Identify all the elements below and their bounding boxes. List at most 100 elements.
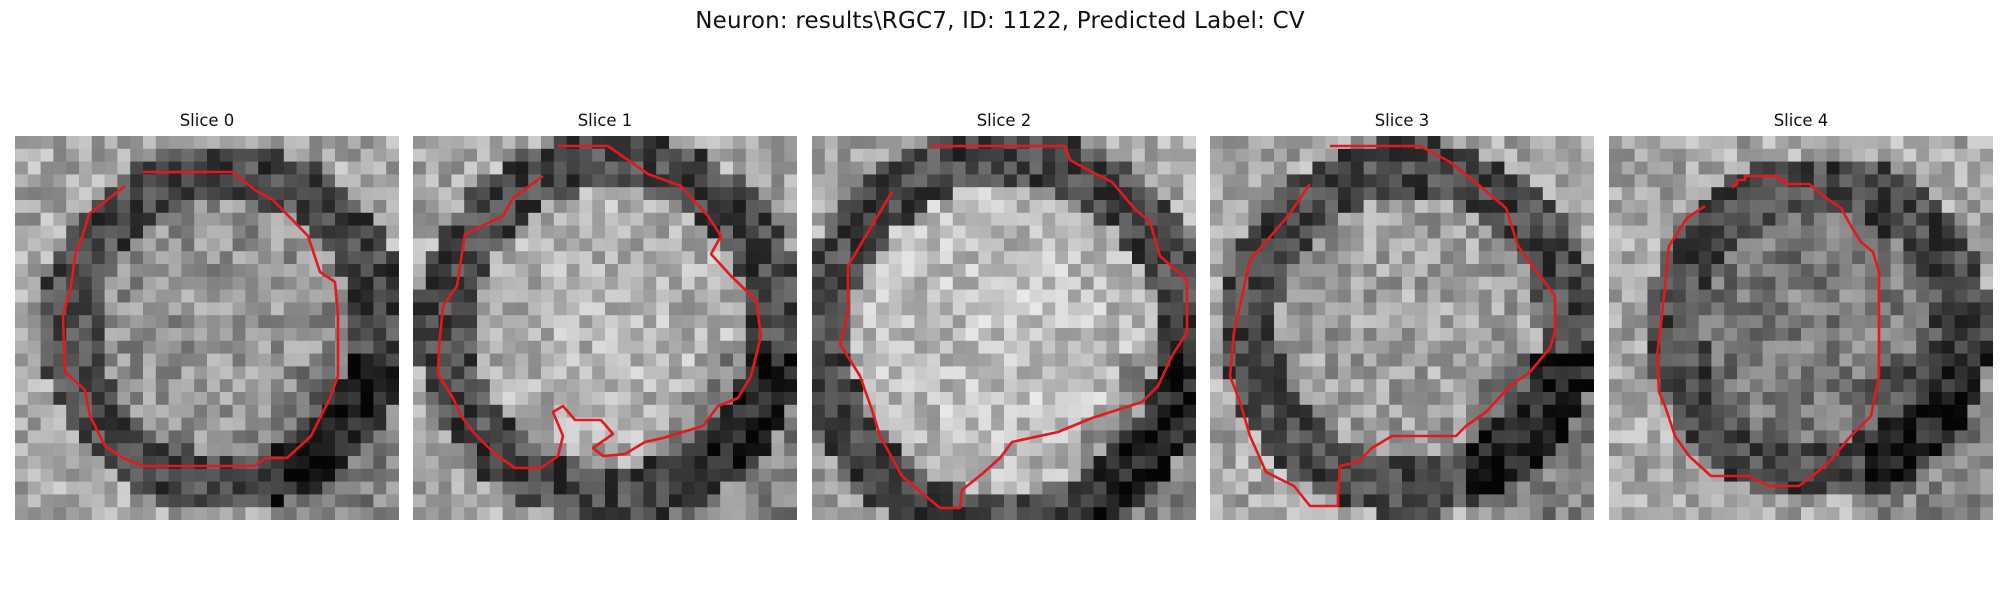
image-pixel	[1080, 238, 1095, 252]
image-pixel	[1581, 212, 1594, 227]
image-pixel	[1453, 225, 1467, 239]
image-pixel	[528, 315, 542, 329]
image-pixel	[502, 392, 516, 406]
image-pixel	[1478, 430, 1493, 444]
image-pixel	[515, 392, 529, 406]
image-pixel	[1865, 174, 1879, 188]
image-pixel	[643, 481, 657, 495]
slice-panel-2: Slice 2	[812, 108, 1196, 520]
image-pixel	[1466, 456, 1480, 470]
image-pixel	[876, 238, 890, 252]
image-pixel	[1325, 200, 1339, 214]
image-pixel	[425, 174, 440, 188]
image-pixel	[194, 507, 208, 520]
image-pixel	[1042, 340, 1056, 355]
image-pixel	[1903, 481, 1917, 495]
image-pixel	[1466, 200, 1480, 214]
image-pixel	[283, 161, 298, 175]
image-pixel	[1711, 430, 1725, 444]
image-pixel	[258, 340, 272, 355]
image-pixel	[1801, 161, 1815, 175]
image-pixel	[1004, 315, 1018, 329]
image-pixel	[1350, 148, 1365, 163]
image-pixel	[528, 404, 542, 419]
image-pixel	[1183, 366, 1196, 380]
image-pixel	[888, 225, 903, 239]
image-pixel	[914, 148, 928, 163]
image-pixel	[965, 238, 979, 252]
image-pixel	[888, 187, 903, 201]
image-pixel	[745, 340, 760, 355]
image-pixel	[91, 251, 106, 265]
image-pixel	[1826, 481, 1840, 495]
image-pixel	[1350, 481, 1365, 495]
image-pixel	[1235, 379, 1249, 393]
image-pixel	[464, 161, 478, 175]
image-pixel	[155, 225, 170, 239]
image-pixel	[863, 276, 877, 291]
image-pixel	[1466, 251, 1480, 265]
image-pixel	[630, 379, 644, 393]
image-pixel	[1737, 456, 1751, 470]
image-pixel	[1093, 161, 1107, 175]
image-pixel	[1813, 430, 1828, 444]
image-pixel	[258, 136, 272, 150]
image-pixel	[1170, 238, 1184, 252]
image-pixel	[155, 174, 170, 188]
image-pixel	[681, 276, 696, 291]
image-pixel	[451, 187, 465, 201]
image-pixel	[541, 238, 555, 252]
image-pixel	[373, 353, 387, 367]
image-pixel	[991, 136, 1005, 150]
image-pixel	[1775, 481, 1789, 495]
image-pixel	[978, 251, 992, 265]
image-pixel	[373, 212, 387, 227]
image-pixel	[1813, 315, 1828, 329]
image-pixel	[502, 302, 516, 316]
image-pixel	[1954, 238, 1968, 252]
image-pixel	[630, 289, 644, 303]
image-pixel	[1042, 289, 1056, 303]
slice-image-3	[1210, 136, 1594, 520]
image-pixel	[1724, 200, 1738, 214]
image-pixel	[1157, 494, 1171, 508]
image-pixel	[232, 494, 246, 508]
image-pixel	[1609, 430, 1623, 444]
image-pixel	[117, 353, 131, 367]
image-pixel	[489, 187, 504, 201]
image-pixel	[1414, 404, 1429, 419]
image-pixel	[850, 328, 864, 342]
image-pixel	[914, 481, 928, 495]
image-pixel	[771, 276, 785, 291]
image-pixel	[207, 212, 221, 227]
image-pixel	[643, 443, 657, 457]
image-pixel	[1852, 417, 1866, 431]
image-pixel	[1555, 161, 1569, 175]
image-pixel	[784, 225, 797, 239]
image-pixel	[1055, 161, 1069, 175]
image-pixel	[758, 366, 772, 380]
image-pixel	[694, 212, 708, 227]
image-pixel	[360, 187, 374, 201]
image-pixel	[1491, 443, 1505, 457]
image-pixel	[464, 417, 478, 431]
image-pixel	[347, 212, 362, 227]
image-pixel	[1325, 404, 1339, 419]
image-pixel	[15, 494, 29, 508]
image-pixel	[1004, 340, 1018, 355]
image-pixel	[271, 379, 285, 393]
image-pixel	[876, 264, 890, 278]
image-pixel	[681, 443, 696, 457]
image-pixel	[1929, 315, 1943, 329]
image-pixel	[1504, 264, 1518, 278]
image-pixel	[927, 187, 941, 201]
image-pixel	[888, 340, 903, 355]
image-pixel	[296, 379, 310, 393]
image-pixel	[1530, 417, 1544, 431]
image-pixel	[1698, 353, 1712, 367]
image-pixel	[515, 353, 529, 367]
image-pixel	[1363, 404, 1377, 419]
image-pixel	[1402, 494, 1416, 508]
image-pixel	[1286, 468, 1301, 483]
image-pixel	[1068, 456, 1082, 470]
